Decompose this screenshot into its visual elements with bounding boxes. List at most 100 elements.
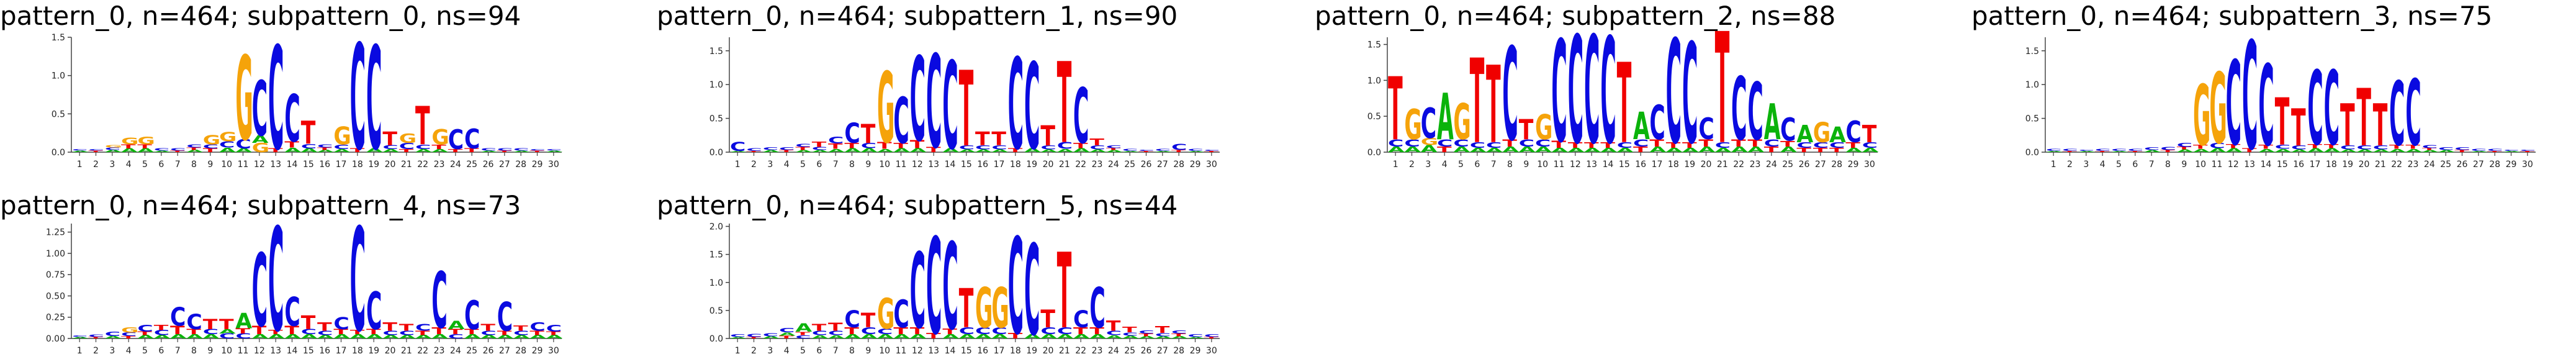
logo-letter: A — [333, 333, 350, 340]
x-tick-label: 15 — [961, 346, 972, 354]
logo-letter: A — [1421, 143, 1438, 155]
x-tick-label: 3 — [767, 160, 773, 170]
logo-letter: C — [1057, 325, 1073, 336]
logo-letter: A — [877, 333, 894, 340]
x-tick-label: 13 — [928, 160, 939, 170]
logo-letter: T — [1666, 141, 1681, 150]
logo-letter: C — [2356, 145, 2372, 151]
x-tick-label: 11 — [238, 160, 249, 170]
logo-letter: T — [301, 116, 316, 152]
logo-panel-5: pattern_0, n=464; subpattern_5, ns=44 0.0… — [657, 190, 1220, 354]
logo-letter: C — [546, 324, 562, 334]
logo-letter: A — [121, 147, 138, 153]
logo-letter: G — [121, 136, 138, 147]
logo-letter: C — [1187, 148, 1203, 152]
logo-letter: C — [480, 148, 496, 152]
logo-letter: A — [779, 332, 796, 337]
logo-letter: C — [2144, 147, 2159, 151]
logo-letter: T — [1089, 137, 1105, 148]
logo-letter: C — [1204, 149, 1220, 152]
logo-letter: T — [399, 322, 415, 333]
logo-letter: C — [1187, 334, 1203, 338]
logo-letter: A — [942, 333, 959, 340]
logo-letter: C — [72, 335, 88, 337]
logo-letter: C — [1073, 73, 1089, 161]
logo-letter: A — [959, 333, 976, 340]
x-tick-label: 16 — [319, 160, 330, 170]
x-tick-label: 1 — [1393, 160, 1398, 170]
logo-letter: C — [2226, 37, 2241, 172]
logo-panel-2: pattern_0, n=464; subpattern_2, ns=88 0.0… — [1315, 1, 1879, 179]
logo-letter: A — [2275, 148, 2292, 153]
x-tick-label: 24 — [450, 160, 461, 170]
x-tick-label: 30 — [1864, 160, 1875, 170]
logo-letter: T — [2062, 150, 2077, 153]
x-tick-label: 20 — [1043, 160, 1054, 170]
logo-letter: T — [942, 327, 957, 336]
logo-letter: T — [1040, 120, 1055, 152]
x-tick-label: 16 — [2293, 160, 2304, 170]
x-tick-label: 26 — [2457, 160, 2468, 170]
logo-letter: C — [730, 140, 745, 154]
x-tick-label: 19 — [2342, 160, 2353, 170]
x-tick-label: 14 — [1603, 160, 1614, 170]
panel-title: pattern_0, n=464; subpattern_4, ns=73 — [0, 190, 521, 220]
x-tick-label: 10 — [879, 346, 890, 354]
x-tick-label: 29 — [1190, 160, 1201, 170]
logo-letter: A — [1138, 335, 1156, 339]
x-tick-label: 16 — [977, 346, 988, 354]
logo-letter: T — [2128, 150, 2143, 153]
logo-letter: A — [1024, 147, 1041, 153]
logo-letter: C — [2324, 50, 2340, 168]
logo-letter: T — [1780, 140, 1795, 149]
logo-letter: C — [1535, 138, 1551, 149]
logo-letter: C — [975, 145, 991, 151]
logo-letter: A — [2356, 148, 2374, 153]
logo-letter: A — [1715, 147, 1732, 153]
logo-letter: C — [1138, 329, 1154, 335]
logo-letter: C — [268, 18, 284, 182]
x-tick-label: 22 — [1075, 346, 1086, 354]
logo-letter: A — [2209, 147, 2226, 153]
logo-letter: G — [1813, 117, 1831, 149]
logo-letter: A — [1073, 333, 1090, 340]
x-tick-label: 9 — [207, 160, 213, 170]
logo-letter: A — [812, 334, 829, 340]
logo-letter: A — [529, 334, 547, 340]
x-tick-label: 1 — [77, 160, 83, 170]
logo-letter: T — [1682, 141, 1697, 150]
logo-letter: C — [861, 142, 876, 150]
x-tick-label: 12 — [2228, 160, 2239, 170]
logo-letter: C — [1089, 276, 1105, 340]
logo-letter: C — [2503, 149, 2519, 152]
logo-letter: T — [1106, 148, 1121, 151]
logo-letter: C — [1155, 148, 1171, 152]
x-tick-label: 20 — [1043, 346, 1054, 354]
logo-letter: T — [2160, 150, 2175, 153]
logo-letter: C — [88, 334, 104, 338]
logo-letter: T — [1155, 325, 1171, 335]
logo-letter: A — [137, 147, 154, 153]
logo-letter: C — [235, 137, 251, 152]
y-tick-label: 1.0 — [52, 71, 65, 81]
logo-letter: T — [877, 140, 893, 151]
logo-letter: T — [2307, 143, 2323, 149]
logo-letter: G — [105, 145, 122, 148]
logo-letter: A — [795, 150, 812, 153]
logo-letter: C — [1731, 59, 1747, 160]
logo-letter: T — [1747, 138, 1762, 149]
logo-letter: C — [2242, 12, 2258, 184]
logo-letter: T — [2275, 86, 2290, 161]
logo-letter: C — [1073, 307, 1089, 333]
logo-letter: C — [1568, 6, 1583, 178]
x-tick-label: 28 — [515, 346, 526, 354]
logo-letter: A — [366, 333, 383, 340]
logo-letter: T — [350, 147, 366, 153]
logo-letter: A — [105, 335, 122, 340]
logo-letter: T — [959, 50, 974, 170]
logo-letter: A — [1486, 147, 1503, 153]
logo-letter: T — [382, 128, 397, 150]
y-tick-label: 1.5 — [2025, 47, 2039, 57]
x-tick-label: 29 — [532, 160, 543, 170]
logo-letter: C — [366, 281, 382, 342]
